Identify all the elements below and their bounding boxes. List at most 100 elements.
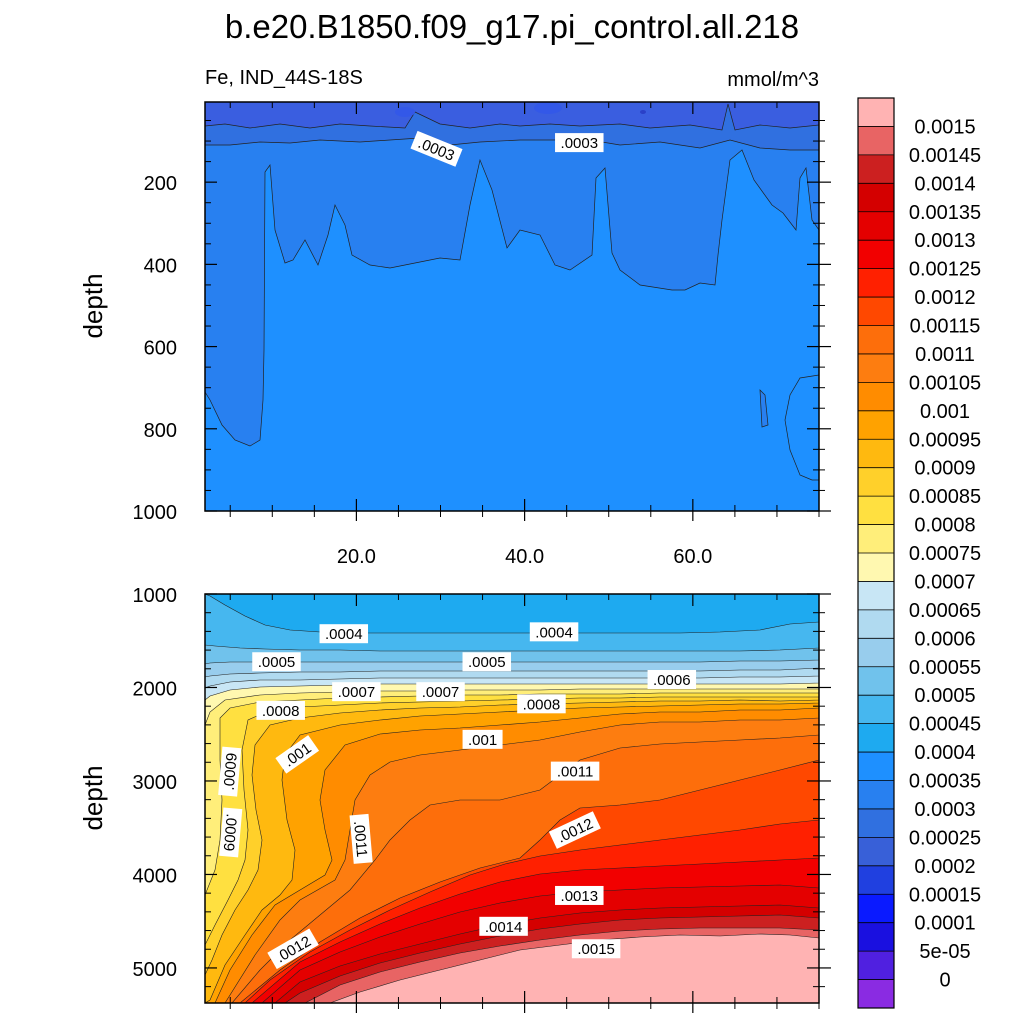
lower-plot-frame (204, 593, 820, 1004)
colorbar-label: 0.00025 (909, 827, 981, 849)
variable-region-label: Fe, IND_44S-18S (205, 67, 363, 89)
contour-label: .0007 (332, 682, 381, 702)
colorbar-label: 0.0001 (914, 913, 975, 935)
colorbar-swatch (858, 951, 894, 981)
colorbar-label: 0.00045 (909, 714, 981, 736)
colorbar-label: 0.0008 (914, 515, 975, 537)
contour-label: .0011 (349, 813, 373, 864)
colorbar-swatch (858, 922, 894, 952)
colorbar-swatch (858, 752, 894, 781)
chart-title: b.e20.B1850.f09_g17.pi_control.all.218 (225, 8, 799, 45)
colorbar-swatch (858, 240, 894, 270)
lower-ylabel: depth (78, 765, 108, 830)
x-tick-label: 40.0 (505, 546, 544, 568)
colorbar-swatch (858, 297, 894, 326)
colorbar-swatch (858, 325, 894, 355)
colorbar-label: 0.00115 (910, 316, 981, 338)
contour-label-text: .001 (468, 732, 497, 749)
colorbar-swatch (858, 553, 894, 582)
colorbar-swatch (858, 183, 894, 213)
contour-label-text: .0007 (422, 684, 460, 701)
colorbar-swatch (858, 979, 894, 1009)
colorbar-swatch (858, 98, 894, 127)
upper-field-0.00025-band (205, 102, 819, 131)
colorbar-swatch (858, 496, 894, 526)
upper-ylabel: depth (78, 273, 108, 338)
colorbar-label: 0.0012 (914, 287, 975, 309)
contour-label: .0005 (252, 652, 301, 672)
colorbar-label: 0.00065 (909, 600, 981, 622)
contour-label-text: .0006 (653, 672, 691, 689)
upper-field-blob-right (784, 374, 819, 481)
lower-axis-ticks: 1000 2000 3000 4000 5000 (133, 585, 831, 1013)
colorbar-label: 0.0004 (914, 742, 975, 764)
colorbar-label: 0.0015 (914, 116, 975, 138)
colorbar-swatch (858, 268, 894, 298)
colorbar-swatch (858, 382, 894, 412)
y-tick-label: 3000 (133, 772, 178, 794)
contour-label-text: .0004 (535, 624, 573, 641)
colorbar-label: 0.0013 (914, 230, 975, 252)
x-tick-label: 20.0 (337, 546, 376, 568)
colorbar-label: 0.0014 (914, 173, 975, 195)
upper-field-blob-small (759, 389, 769, 428)
contour-label: .001 (462, 729, 503, 749)
upper-plot-frame (204, 101, 820, 512)
y-tick-label: 800 (144, 420, 177, 442)
colorbar-label: 0.00135 (909, 202, 981, 224)
colorbar-swatch (858, 695, 894, 725)
contour-label-text: .0005 (468, 654, 506, 671)
colorbar-label: 0.0007 (914, 571, 975, 593)
colorbar-swatch (858, 126, 894, 156)
contour-label: .0014 (479, 916, 528, 936)
contour-label: .0007 (416, 682, 465, 702)
contour-label: .0009 (218, 746, 242, 797)
y-tick-label: 4000 (133, 865, 178, 887)
y-tick-label: 1000 (133, 502, 178, 524)
y-tick-label: 2000 (133, 678, 178, 700)
colorbar-swatch (858, 609, 894, 639)
colorbar-label: 0.00125 (909, 259, 981, 281)
contour-label: .0015 (571, 939, 621, 959)
contour-label-text: .0009 (221, 752, 241, 791)
x-tick-label: 60.0 (673, 546, 712, 568)
y-tick-label: 400 (144, 255, 177, 277)
colorbar-swatch (858, 353, 894, 383)
colorbar-swatch (858, 154, 894, 184)
contour-label-text: .0011 (350, 820, 370, 858)
colorbar-swatch (858, 780, 894, 810)
colorbar-swatch (858, 865, 894, 895)
contour-label-text: .0003 (561, 135, 599, 152)
colorbar-swatch (858, 439, 894, 469)
y-tick-label: 1000 (133, 585, 178, 607)
contour-label-text: .0008 (523, 696, 561, 713)
colorbar-label: 0.0006 (914, 628, 975, 650)
contour-label-text: .0005 (258, 654, 296, 671)
contour-label: .0008 (517, 694, 566, 714)
colorbar-swatch (858, 581, 894, 611)
colorbar-label: 0 (939, 970, 950, 992)
colorbar-swatch (858, 524, 894, 554)
colorbar-swatch (858, 837, 894, 867)
contour-label: .0011 (550, 761, 600, 781)
colorbar: 0.0015 0.00145 0.0014 0.00135 0.0013 0.00125 0… (857, 97, 981, 1009)
contour-label: .0006 (647, 670, 697, 690)
colorbar-label: 0.0002 (914, 856, 975, 878)
y-tick-label: 5000 (133, 959, 178, 981)
colorbar-label: 0.00015 (909, 884, 981, 906)
contour-label-text: .0008 (262, 703, 300, 720)
contour-label: .0005 (462, 652, 512, 672)
colorbar-swatch (858, 638, 894, 668)
colorbar-label: 0.0003 (914, 799, 975, 821)
contour-label-text: .0009 (220, 813, 240, 852)
colorbar-label: 0.00075 (909, 543, 981, 565)
contour-label: .0008 (256, 700, 305, 720)
contour-label: .0003 (555, 133, 604, 153)
colorbar-swatch (858, 467, 894, 497)
colorbar-label: 0.001 (920, 401, 970, 423)
colorbar-label: 0.0005 (914, 685, 975, 707)
colorbar-label: 0.00095 (909, 429, 981, 451)
colorbar-swatch (858, 808, 894, 838)
